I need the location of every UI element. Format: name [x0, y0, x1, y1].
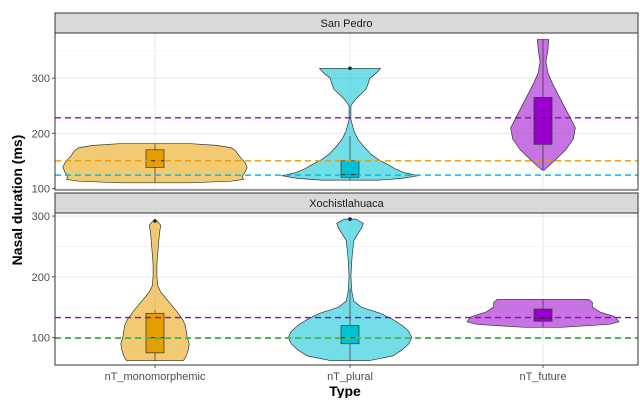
y-tick-label: 100	[32, 183, 50, 195]
box-iqr	[145, 149, 165, 168]
x-axis: nT_monomorphemic nT_plural nT_future	[105, 365, 567, 383]
violin-shape	[120, 220, 190, 362]
panel-border	[54, 32, 639, 191]
box-iqr	[340, 325, 360, 345]
y-axis-title: Nasal duration (ms)	[9, 135, 25, 266]
y-tick-label: 100	[32, 333, 50, 345]
facet-strip-label: San Pedro	[321, 18, 373, 30]
y-tick-label: 200	[32, 128, 50, 140]
outlier-point	[348, 66, 352, 71]
panel-border	[54, 212, 639, 366]
box-iqr	[145, 312, 165, 354]
outlier-point	[348, 217, 352, 221]
box-iqr	[533, 308, 553, 322]
x-tick-label: nT_future	[519, 371, 566, 383]
x-axis-title: Type	[329, 383, 361, 398]
y-tick-label: 300	[32, 211, 50, 223]
x-tick-label: nT_plural	[327, 371, 373, 383]
x-tick-label: nT_monomorphemic	[105, 371, 206, 383]
y-tick-label: 200	[32, 272, 50, 284]
facet-panels: San Pedro 100 200 300 Xochistlahuaca 100 200 30…	[32, 12, 639, 366]
outlier-point	[153, 219, 157, 223]
box-iqr	[533, 97, 553, 145]
y-tick-label: 300	[32, 73, 50, 85]
facet-strip-label: Xochistlahuaca	[309, 198, 384, 210]
